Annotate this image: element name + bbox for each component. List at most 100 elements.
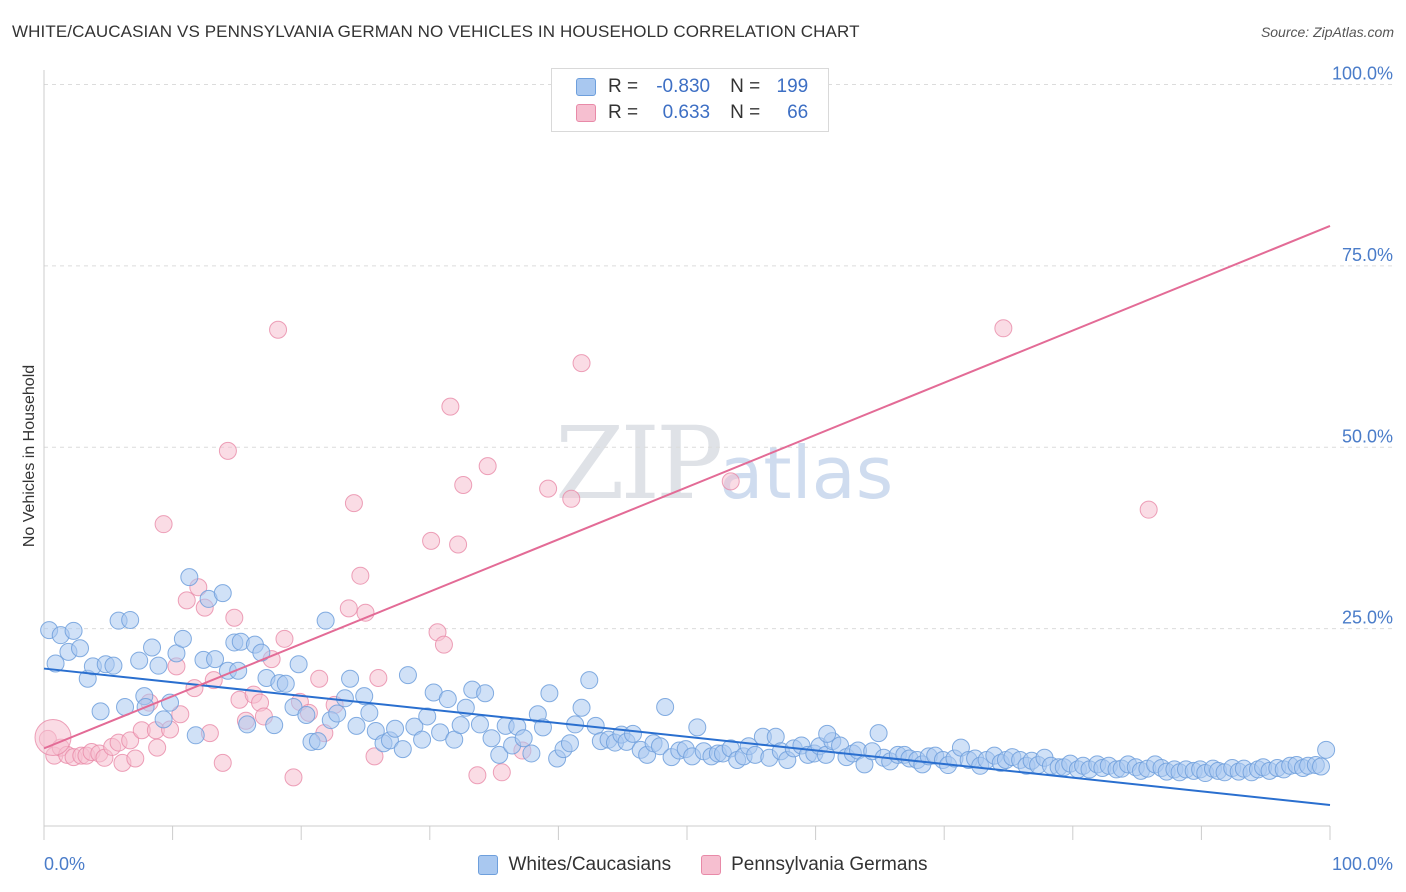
white-caucasian-point <box>398 666 417 685</box>
white-caucasian-point <box>393 740 412 759</box>
penn-german-point <box>449 535 468 554</box>
white-caucasian-point <box>149 656 168 675</box>
source-label: Source: ZipAtlas.com <box>1260 24 1394 40</box>
white-caucasian-point <box>104 656 123 675</box>
penn-german-point <box>434 635 453 654</box>
white-caucasian-point <box>1311 757 1330 776</box>
chart-title: WHITE/CAUCASIAN VS PENNSYLVANIA GERMAN N… <box>12 22 860 41</box>
white-caucasian-point <box>580 671 599 690</box>
series-legend: Whites/Caucasians Pennsylvania Germans <box>0 852 1406 878</box>
legend-row-penn-germans: R = 0.633 N = 66 <box>576 101 808 125</box>
y-tick-label: 100.0% <box>1332 64 1393 84</box>
penn-german-point <box>365 747 384 766</box>
legend-row-whites: R = -0.830 N = 199 <box>576 75 808 99</box>
white-caucasian-point <box>413 730 432 749</box>
penn-german-point <box>284 768 303 787</box>
n-label: N = <box>730 102 761 123</box>
penn-german-point <box>478 457 497 476</box>
white-caucasian-point <box>431 723 450 742</box>
white-caucasian-point <box>297 705 316 724</box>
white-caucasian-point <box>46 654 65 673</box>
penn-german-point <box>422 531 441 550</box>
white-caucasian-point <box>229 661 248 680</box>
white-caucasian-point <box>656 698 675 717</box>
white-caucasian-point <box>418 707 437 726</box>
penn-german-point <box>126 749 145 768</box>
penn-german-point <box>441 397 460 416</box>
penn-german-point <box>154 515 173 534</box>
white-caucasian-point <box>360 703 379 722</box>
blue-square-icon <box>478 855 499 875</box>
penn-german-point <box>344 494 363 513</box>
pink-square-icon <box>701 855 722 875</box>
white-caucasian-point <box>470 715 489 734</box>
penn-german-point <box>121 731 140 750</box>
penn-german-point <box>572 354 591 373</box>
white-caucasian-point <box>451 716 470 735</box>
pennsylvania-germans-points <box>34 319 1158 787</box>
whites-trend-line <box>43 667 1331 806</box>
blue-swatch-icon <box>576 78 596 96</box>
white-caucasian-point <box>316 611 335 630</box>
penn-german-point <box>225 608 244 627</box>
y-axis-label: No Vehicles in Household <box>21 365 38 547</box>
white-caucasian-point <box>490 745 509 764</box>
white-caucasian-point <box>355 687 374 706</box>
white-caucasian-point <box>173 629 192 648</box>
white-caucasian-point <box>650 737 669 756</box>
tick-labels: 25.0% 50.0% 75.0% 100.0% 0.0% 100.0% <box>44 64 1393 874</box>
penn-german-point <box>34 718 72 756</box>
legend-item-penn-germans: Pennsylvania Germans <box>701 854 928 876</box>
whites-caucasians-points <box>40 568 1336 783</box>
white-caucasian-point <box>688 718 707 737</box>
penn-german-point <box>994 319 1013 338</box>
axes <box>43 70 1331 840</box>
y-tick-label: 50.0% <box>1342 426 1393 446</box>
white-caucasian-point <box>180 568 199 587</box>
white-caucasian-point <box>818 724 837 743</box>
penn-german-point <box>468 766 487 785</box>
white-caucasian-point <box>476 684 495 703</box>
white-caucasian-point <box>284 698 303 717</box>
white-caucasian-point <box>386 719 405 738</box>
correlation-legend: R = -0.830 N = 199 R = 0.633 N = 66 <box>551 68 829 132</box>
penn-german-point <box>269 320 288 339</box>
white-caucasian-point <box>572 698 591 717</box>
n-value: 199 <box>776 76 809 97</box>
penn-germans-trend-line <box>43 225 1331 750</box>
penn-german-point <box>177 591 196 610</box>
white-caucasian-point <box>186 726 205 745</box>
penn-german-point <box>171 705 190 724</box>
r-label: R = <box>608 102 639 123</box>
white-caucasian-point <box>522 744 541 763</box>
white-caucasian-point <box>71 639 90 658</box>
x-tick-label: 100.0% <box>1332 854 1393 874</box>
legend-item-whites: Whites/Caucasians <box>478 854 671 876</box>
penn-german-point <box>721 472 740 491</box>
white-caucasian-point <box>238 715 257 734</box>
white-caucasian-point <box>91 702 110 721</box>
penn-german-point <box>218 441 237 460</box>
r-label: R = <box>608 76 639 97</box>
y-tick-label: 75.0% <box>1342 245 1393 265</box>
white-caucasian-point <box>289 655 308 674</box>
n-label: N = <box>730 76 761 97</box>
penn-german-point <box>351 566 370 585</box>
white-caucasian-point <box>533 718 552 737</box>
white-caucasian-point <box>347 716 366 735</box>
white-caucasian-point <box>213 584 232 603</box>
legend-label-whites: Whites/Caucasians <box>508 854 672 875</box>
grid-lines <box>44 84 1395 630</box>
r-value: -0.830 <box>656 76 711 97</box>
white-caucasian-point <box>276 674 295 693</box>
white-caucasian-point <box>328 704 347 723</box>
white-caucasian-point <box>265 716 284 735</box>
white-caucasian-point <box>482 729 501 748</box>
penn-german-point <box>492 763 511 782</box>
pink-swatch-icon <box>576 104 596 122</box>
white-caucasian-point <box>154 710 173 729</box>
white-caucasian-point <box>623 724 642 743</box>
n-value: 66 <box>787 102 809 123</box>
white-caucasian-point <box>438 690 457 709</box>
